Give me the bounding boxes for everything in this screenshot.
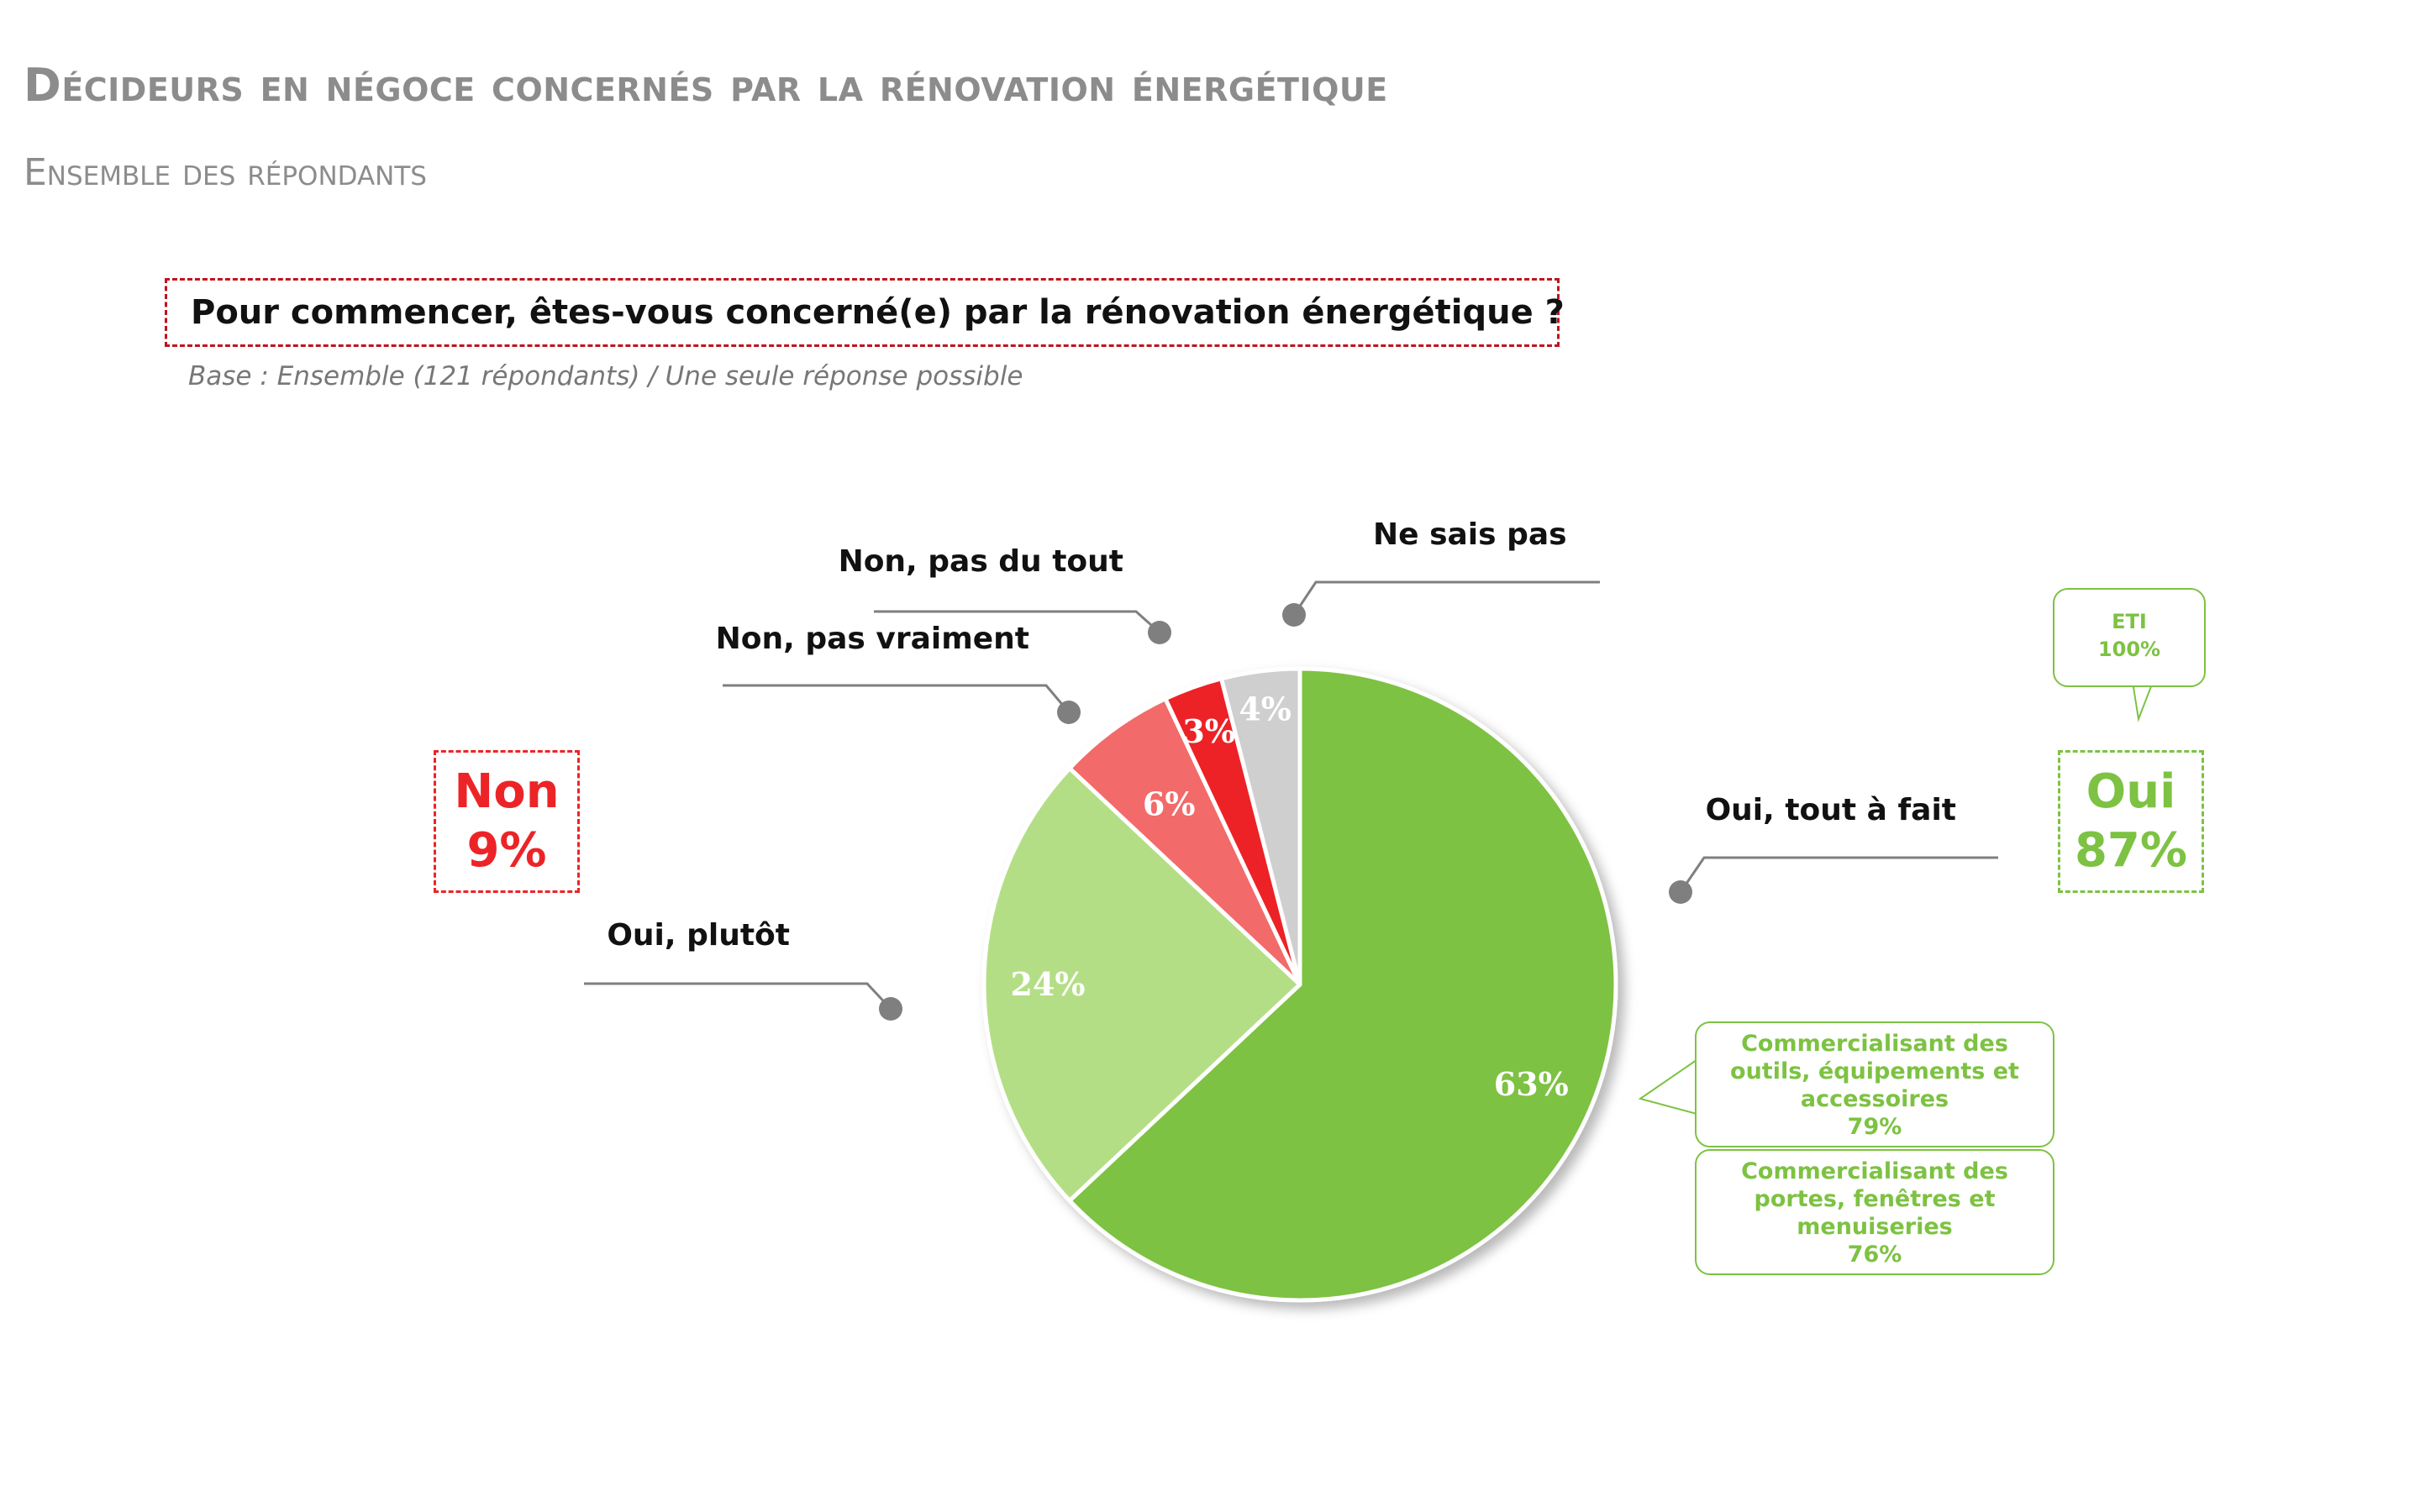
outils-callout-line3: accessoires [1800,1086,1949,1112]
non-total-label: Non [454,764,560,819]
pie-category-label-non-pas-du-tout: Non, pas du tout [839,544,1123,579]
pie-category-label-non-pas-vraiment: Non, pas vraiment [716,622,1029,656]
eti-callout-label: ETI [2112,610,2147,633]
pie-value-label-ne-sais-pas: 4% [1239,690,1292,728]
pie-value-label-oui-plutot: 24% [1011,965,1086,1003]
base-note: Base : Ensemble (121 répondants) / Une s… [188,361,1023,391]
pie-category-labels: Oui, tout à fait Oui, plutôt Non, pas vrai… [607,517,1956,953]
eti-callout-value: 100% [2097,638,2161,661]
leader-line-oui-plutot [584,982,892,1011]
outils-callout-tail [1638,1058,1697,1116]
pie-slices [981,666,1618,1303]
portes-callout-line2: portes, fenêtres et [1754,1186,1996,1212]
non-total-value: 9% [466,823,547,878]
pie-category-label-oui-tout-a-fait: Oui, tout à fait [1706,793,1956,827]
oui-total-box: Oui 87% [2058,750,2204,893]
outils-callout-value: 79% [1847,1114,1902,1140]
outils-callout: Commercialisant des outils, équipements … [1695,1021,2054,1147]
question-text: Pour commencer, êtes-vous concerné(e) pa… [191,293,1565,332]
question-box: Pour commencer, êtes-vous concerné(e) pa… [165,278,1565,347]
eti-callout: ETI 100% [2053,588,2206,687]
portes-callout-line1: Commercialisant des [1741,1158,2008,1184]
non-total-box: Non 9% [434,750,580,893]
page-subtitle: Ensemble des répondants [24,151,427,194]
portes-callout: Commercialisant des portes, fenêtres et … [1695,1149,2054,1275]
oui-total-label: Oui [2086,764,2176,819]
pie-value-label-non-pas-du-tout: 3% [1182,712,1235,750]
pie-category-label-oui-plutot: Oui, plutôt [607,918,790,953]
pie-value-label-oui-tout-a-fait: 63% [1494,1065,1569,1103]
leader-dot-oui-tout-a-fait [1669,880,1692,904]
outils-callout-line1: Commercialisant des [1741,1031,2008,1057]
leader-dot-non-pas-du-tout [1148,621,1171,644]
eti-callout-tail [2131,681,2154,722]
oui-total-value: 87% [2074,823,2188,878]
leader-dot-non-pas-vraiment [1057,701,1081,724]
leader-lines [584,580,1998,1021]
leader-dot-ne-sais-pas [1282,603,1306,627]
pie-slice-ne-sais-pas [1218,666,1302,987]
pie-value-label-non-pas-vraiment: 6% [1143,785,1196,823]
pie-slice-non-pas-vraiment [1067,696,1302,987]
pie-slice-oui-plutot [981,766,1302,1203]
pie-slice-oui-tout-a-fait [1067,666,1618,1303]
pie-value-labels: 63% 24% 6% 3%4% [1011,690,1569,1104]
leader-line-oui-tout-a-fait [1679,856,1998,893]
pie-category-label-ne-sais-pas: Ne sais pas [1373,517,1567,552]
outils-callout-line2: outils, équipements et [1730,1058,2019,1084]
leader-dot-oui-plutot [879,997,902,1021]
portes-callout-value: 76% [1847,1242,1902,1268]
leader-line-ne-sais-pas [1292,580,1600,616]
leader-line-non-pas-vraiment [723,684,1071,713]
page-title: Décideurs en négoce concernés par la rén… [24,59,1388,112]
portes-callout-line3: menuiseries [1797,1214,1953,1240]
